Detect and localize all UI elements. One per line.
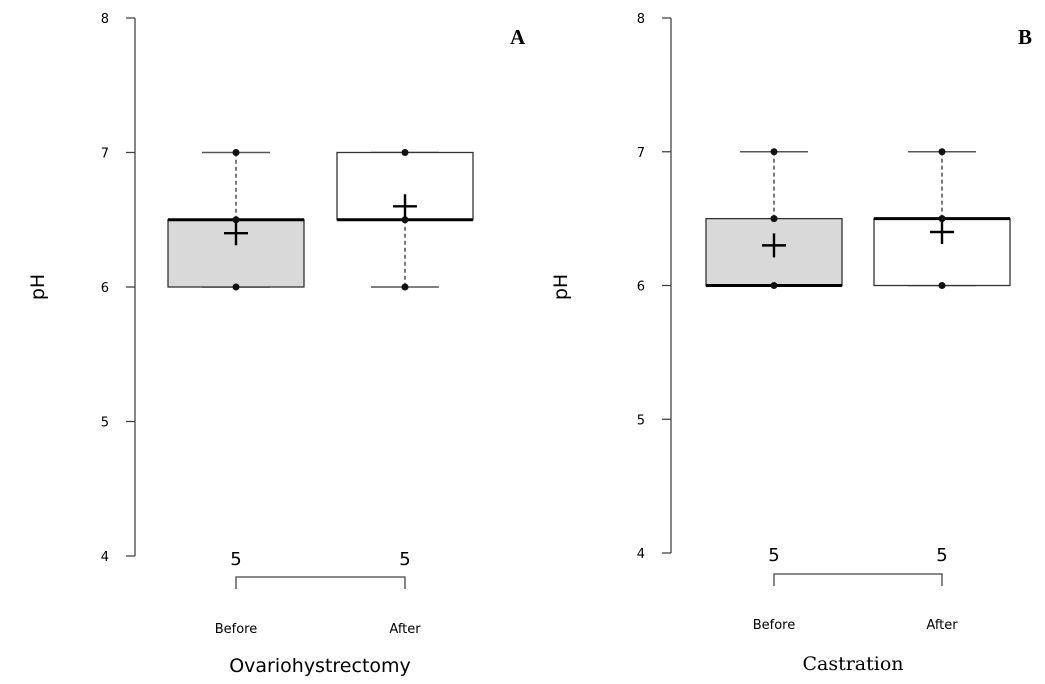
panel-a-y-tick-label-6: 6 [101, 281, 109, 296]
panel-a-x-axis-label: Ovariohystrectomy [229, 655, 411, 677]
panel-b-group-bracket [773, 573, 943, 586]
panel-a-y-tick-label-5: 5 [101, 416, 109, 431]
panel-b-y-tick-label-8: 8 [637, 12, 645, 27]
panel-b-x-axis-label: Castration [802, 653, 903, 675]
panel-a-label: A [510, 25, 526, 49]
panel-a-group-bracket [235, 576, 406, 589]
panel-a-y-axis-label: pH [27, 274, 49, 300]
panel-b-after-point-2 [938, 148, 946, 156]
panel-b-plot: 4 5 6 7 8 [637, 12, 1011, 586]
panel-b-y-tick-label-5: 5 [637, 413, 645, 428]
panel-b-y-axis-label: pH [550, 274, 572, 300]
panel-b-y-tick-label-7: 7 [637, 146, 645, 161]
panel-b-y-tick-label-4: 4 [637, 547, 645, 562]
panel-a-before-point-2 [232, 149, 240, 156]
panel-b-before-point-2 [770, 148, 778, 156]
panel-a-after-point-2 [401, 149, 409, 156]
panel-b-category-before: Before [753, 618, 796, 633]
panel-a-after-point-1 [401, 216, 409, 224]
panel-b-n-label-after: 5 [936, 545, 947, 566]
panel-a-y-tick-label-4: 4 [101, 550, 109, 565]
panel-b-category-after: After [926, 618, 958, 633]
panel-b-y-tick-label-6: 6 [637, 280, 645, 295]
panel-a-category-after: After [389, 622, 421, 637]
panel-a-plot: 4 5 6 7 8 [101, 12, 474, 589]
panel-b-before-mean-marker [762, 233, 786, 258]
panel-b-n-label-before: 5 [768, 545, 779, 566]
panel-a-n-label-after: 5 [399, 549, 410, 570]
panel-a-y-tick-label-8: 8 [101, 12, 109, 27]
panel-a-y-tick-label-7: 7 [101, 147, 109, 162]
panel-a-category-before: Before [215, 622, 258, 637]
panel-b-label: B [1018, 25, 1032, 49]
panel-b-before-point-1 [770, 215, 778, 223]
panel-b: B pH Castration Before After 5 5 4 5 6 7 8 [550, 12, 1032, 675]
panel-b-before-point-0 [770, 282, 778, 289]
panel-a-before-point-0 [232, 283, 240, 291]
panel-b-after-point-0 [938, 282, 946, 289]
panel-b-after-mean-marker [930, 220, 954, 244]
panel-a-n-label-before: 5 [230, 549, 241, 570]
panel-a-after-mean-marker [393, 194, 417, 219]
panel-b-after-point-1 [938, 215, 946, 223]
panel-a-after-point-0 [401, 283, 409, 291]
panel-a-before-point-1 [232, 216, 240, 224]
panel-a-before-mean-marker [224, 221, 248, 246]
panel-a: A pH Ovariohystrectomy Before After 5 5 … [27, 12, 526, 677]
